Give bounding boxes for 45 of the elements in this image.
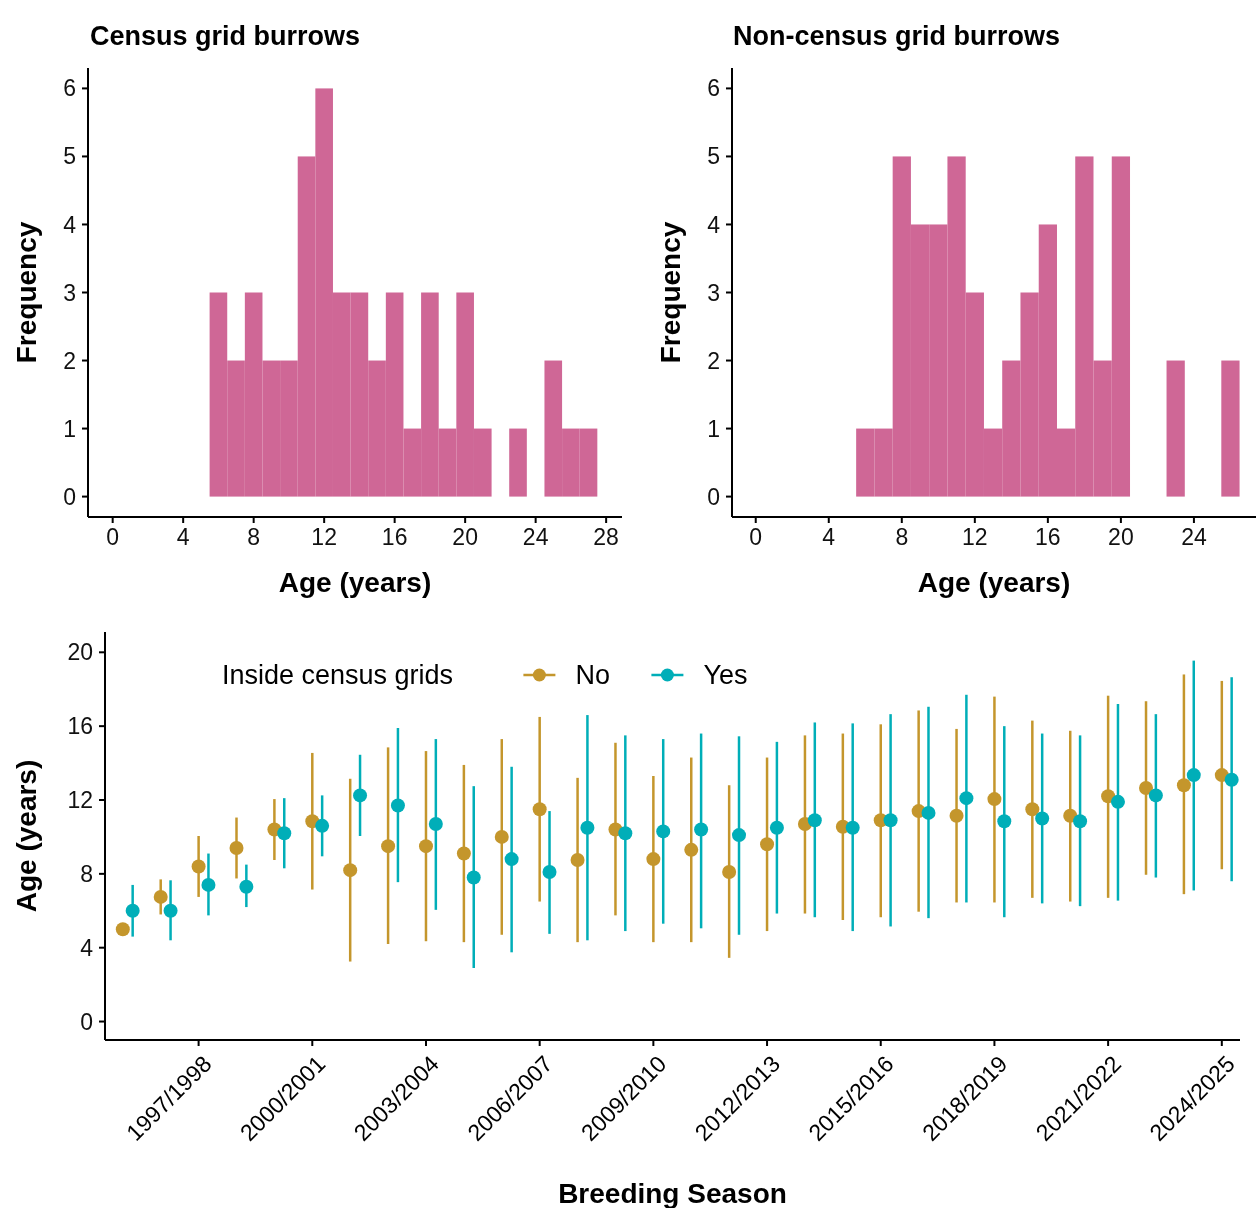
y-tick-label: 8 xyxy=(80,860,93,887)
y-tick-label: 4 xyxy=(707,211,721,238)
y-tick-label: 16 xyxy=(67,713,93,740)
y-tick-label: 0 xyxy=(63,483,76,510)
y-axis-title: Frequency xyxy=(11,221,42,364)
x-tick-label: 24 xyxy=(1181,524,1207,550)
y-tick-label: 12 xyxy=(67,787,93,814)
x-tick-label: 28 xyxy=(593,524,619,550)
x-tick-label: 24 xyxy=(522,524,549,550)
y-tick-label: 5 xyxy=(707,143,720,170)
x-tick-label: 12 xyxy=(962,524,988,550)
x-tick-label: 16 xyxy=(381,524,408,550)
y-axis-title: Age (years) xyxy=(11,759,42,913)
y-tick-label: 6 xyxy=(63,75,76,102)
y-tick-label: 0 xyxy=(707,483,720,510)
chart-title: Non-census grid burrows xyxy=(733,21,1061,51)
y-tick-label: 4 xyxy=(63,211,77,238)
x-tick-label: 16 xyxy=(1035,524,1061,550)
x-tick-label: 12 xyxy=(311,524,337,550)
x-tick-label: 0 xyxy=(749,524,763,550)
x-tick-label: 4 xyxy=(822,524,836,550)
x-axis-title: Age (years) xyxy=(917,567,1071,598)
y-tick-label: 1 xyxy=(707,415,720,442)
x-tick-label: 8 xyxy=(247,524,261,550)
legend-title: Inside census grids xyxy=(222,660,454,691)
legend-label: Yes xyxy=(703,660,748,691)
y-tick-label: 20 xyxy=(67,639,93,666)
y-tick-label: 3 xyxy=(707,279,720,306)
y-tick-label: 2 xyxy=(63,347,76,374)
y-tick-label: 1 xyxy=(63,415,76,442)
y-tick-label: 3 xyxy=(63,279,76,306)
y-tick-label: 5 xyxy=(63,143,76,170)
y-axis-title: Frequency xyxy=(655,221,686,364)
x-axis-title: Age (years) xyxy=(278,567,432,598)
y-tick-label: 0 xyxy=(80,1008,93,1035)
x-tick-label: 20 xyxy=(1108,524,1134,550)
y-tick-label: 2 xyxy=(707,347,720,374)
y-tick-label: 4 xyxy=(80,934,94,961)
legend-label: No xyxy=(575,660,610,691)
x-tick-label: 4 xyxy=(176,524,190,550)
x-tick-label: 0 xyxy=(106,524,120,550)
y-tick-label: 6 xyxy=(707,75,720,102)
chart-title: Census grid burrows xyxy=(90,21,361,51)
x-tick-label: 20 xyxy=(452,524,478,550)
x-tick-label: 8 xyxy=(895,524,909,550)
